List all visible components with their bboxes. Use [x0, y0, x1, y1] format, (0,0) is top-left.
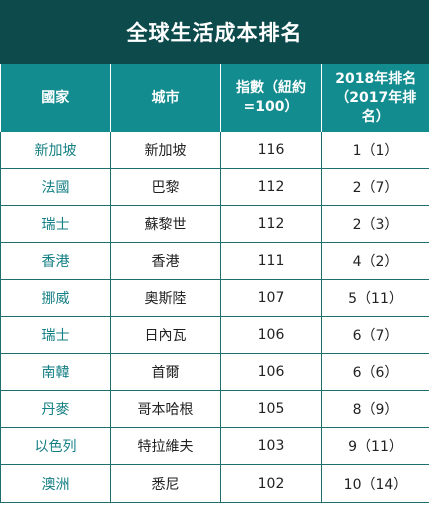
- cell-country: 瑞士: [0, 205, 111, 243]
- cell-rank: 6（6）: [321, 353, 429, 391]
- table-row: 新加坡 新加坡 116 1（1）: [0, 132, 429, 169]
- cell-index: 102: [220, 464, 322, 503]
- cell-city: 悉尼: [110, 464, 221, 503]
- cell-country: 瑞士: [0, 316, 111, 354]
- cell-city: 新加坡: [110, 132, 221, 169]
- cell-country: 新加坡: [0, 132, 111, 169]
- table-row: 以色列 特拉維夫 103 9（11）: [0, 427, 429, 465]
- ranking-table: 國家 城市 指數（紐約=100） 2018年排名（2017年排名） 新加坡 新加…: [0, 64, 429, 503]
- cell-city: 巴黎: [110, 168, 221, 206]
- cell-country: 澳洲: [0, 464, 111, 503]
- cell-index: 106: [220, 316, 322, 354]
- cell-city: 日內瓦: [110, 316, 221, 354]
- cell-country: 香港: [0, 242, 111, 280]
- header-index: 指數（紐約=100）: [220, 64, 322, 132]
- cell-index: 106: [220, 353, 322, 391]
- table-row: 瑞士 日內瓦 106 6（7）: [0, 316, 429, 354]
- page-title: 全球生活成本排名: [0, 0, 429, 64]
- table-row: 香港 香港 111 4（2）: [0, 242, 429, 280]
- cell-rank: 1（1）: [321, 132, 429, 169]
- header-country: 國家: [0, 64, 111, 132]
- table-row: 南韓 首爾 106 6（6）: [0, 353, 429, 391]
- table-row: 挪威 奧斯陸 107 5（11）: [0, 279, 429, 317]
- cell-country: 法國: [0, 168, 111, 206]
- cell-rank: 9（11）: [321, 427, 429, 465]
- table-row: 丹麥 哥本哈根 105 8（9）: [0, 390, 429, 428]
- cell-index: 112: [220, 168, 322, 206]
- cell-country: 丹麥: [0, 390, 111, 428]
- cell-index: 116: [220, 132, 322, 169]
- cell-city: 香港: [110, 242, 221, 280]
- cell-index: 105: [220, 390, 322, 428]
- cell-city: 奧斯陸: [110, 279, 221, 317]
- cell-country: 以色列: [0, 427, 111, 465]
- cell-city: 首爾: [110, 353, 221, 391]
- cell-rank: 6（7）: [321, 316, 429, 354]
- cell-rank: 5（11）: [321, 279, 429, 317]
- header-city: 城市: [110, 64, 221, 132]
- table-row: 澳洲 悉尼 102 10（14）: [0, 464, 429, 503]
- cell-rank: 8（9）: [321, 390, 429, 428]
- table-header-row: 國家 城市 指數（紐約=100） 2018年排名（2017年排名）: [0, 64, 429, 132]
- cell-index: 107: [220, 279, 322, 317]
- cell-country: 挪威: [0, 279, 111, 317]
- cell-city: 蘇黎世: [110, 205, 221, 243]
- header-rank: 2018年排名（2017年排名）: [321, 64, 429, 132]
- table-row: 法國 巴黎 112 2（7）: [0, 168, 429, 206]
- cell-index: 103: [220, 427, 322, 465]
- cell-city: 哥本哈根: [110, 390, 221, 428]
- cell-rank: 2（7）: [321, 168, 429, 206]
- cell-rank: 4（2）: [321, 242, 429, 280]
- table-row: 瑞士 蘇黎世 112 2（3）: [0, 205, 429, 243]
- cell-index: 112: [220, 205, 322, 243]
- cell-index: 111: [220, 242, 322, 280]
- cell-country: 南韓: [0, 353, 111, 391]
- cell-city: 特拉維夫: [110, 427, 221, 465]
- cell-rank: 2（3）: [321, 205, 429, 243]
- cell-rank: 10（14）: [321, 464, 429, 503]
